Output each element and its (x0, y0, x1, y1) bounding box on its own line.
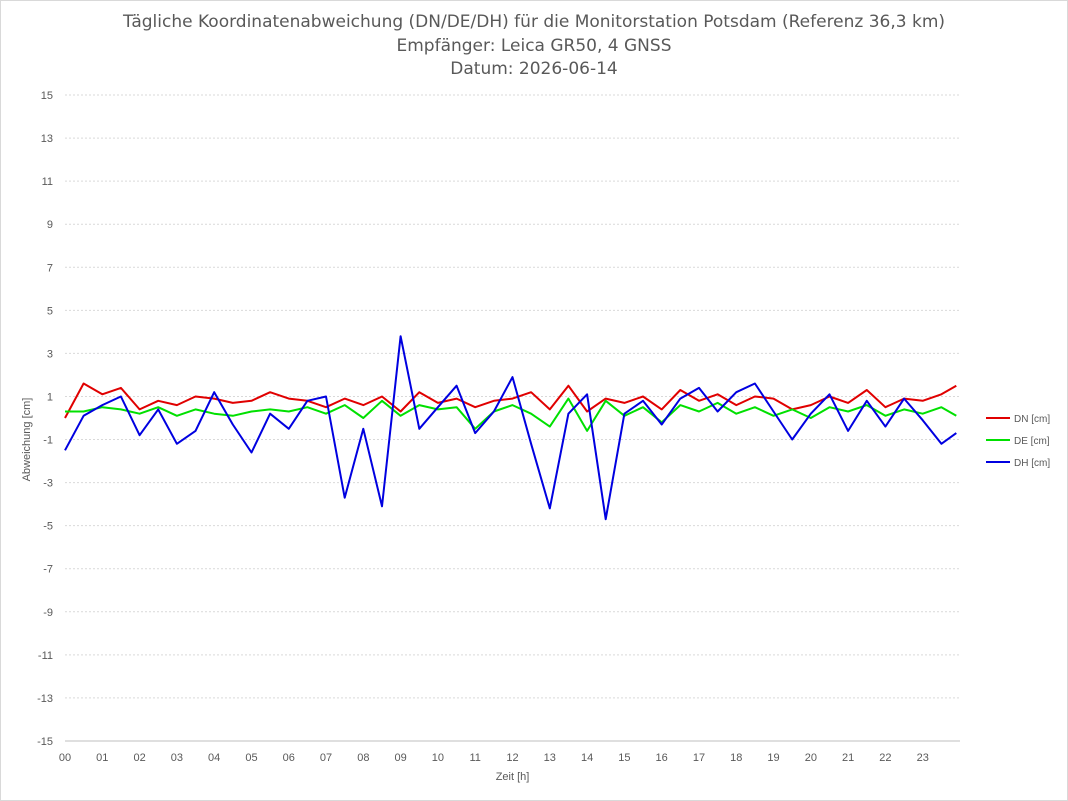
x-tick-label: 11 (469, 752, 480, 764)
series-line-1 (65, 397, 957, 432)
x-tick-label: 05 (245, 752, 257, 764)
series-line-0 (64, 382, 957, 419)
x-tick-label: 20 (805, 752, 817, 764)
series-line-2 (64, 335, 957, 521)
y-tick-label: 15 (41, 90, 53, 102)
legend-label: DE [cm] (1014, 436, 1050, 447)
y-tick-label: 11 (42, 176, 53, 188)
y-axis-ticks: 15 13 11 9 7 5 3 1 -1 -3 -5 -7 -9 -11 -13 -15 (37, 90, 53, 748)
y-tick-label: 7 (47, 262, 53, 274)
y-tick-label: -9 (43, 607, 53, 619)
x-tick-label: 02 (133, 752, 145, 764)
grid-lines (65, 94, 960, 742)
y-tick-label: 3 (47, 348, 53, 360)
x-tick-label: 04 (208, 752, 220, 764)
chart-title: Tägliche Koordinatenabweichung (DN/DE/DH… (122, 12, 946, 32)
y-tick-label: 5 (47, 305, 53, 317)
y-tick-label: 9 (47, 219, 53, 231)
series-lines (64, 335, 957, 521)
x-tick-label: 15 (618, 752, 630, 764)
y-tick-label: -5 (43, 521, 53, 533)
chart-date: Datum: 2026-06-14 (450, 59, 618, 79)
legend: DN [cm] DE [cm] DH [cm] (986, 414, 1050, 469)
legend-label: DH [cm] (1014, 458, 1050, 469)
x-axis-title: Zeit [h] (496, 771, 530, 783)
y-tick-label: -15 (37, 736, 53, 748)
y-tick-label: -13 (37, 693, 53, 705)
chart-subtitle: Empfänger: Leica GR50, 4 GNSS (396, 36, 672, 56)
x-tick-label: 01 (96, 752, 108, 764)
y-tick-label: -1 (43, 435, 53, 447)
y-tick-label: 1 (47, 391, 53, 403)
x-tick-label: 07 (320, 752, 332, 764)
x-tick-label: 00 (59, 752, 71, 764)
x-tick-label: 10 (432, 752, 444, 764)
x-tick-label: 17 (693, 752, 705, 764)
x-tick-label: 16 (656, 752, 668, 764)
x-tick-label: 12 (506, 752, 518, 764)
y-tick-label: -3 (43, 478, 53, 490)
y-tick-label: -11 (38, 650, 53, 662)
x-tick-label: 08 (357, 752, 369, 764)
x-tick-label: 14 (581, 752, 593, 764)
x-tick-label: 03 (171, 752, 183, 764)
x-tick-label: 23 (917, 752, 929, 764)
y-tick-label: -7 (43, 564, 53, 576)
x-tick-label: 22 (879, 752, 891, 764)
x-tick-label: 06 (283, 752, 295, 764)
x-tick-label: 19 (767, 752, 779, 764)
x-tick-label: 09 (395, 752, 407, 764)
x-tick-label: 21 (842, 752, 854, 764)
y-axis-title: Abweichung [cm] (21, 398, 33, 482)
y-tick-label: 13 (41, 133, 53, 145)
x-tick-label: 13 (544, 752, 556, 764)
x-tick-label: 18 (730, 752, 742, 764)
legend-label: DN [cm] (1014, 414, 1050, 425)
x-axis-ticks: 00 01 02 03 04 05 06 07 08 09 10 11 12 13 14 15 16 17 18 19… (59, 752, 929, 764)
